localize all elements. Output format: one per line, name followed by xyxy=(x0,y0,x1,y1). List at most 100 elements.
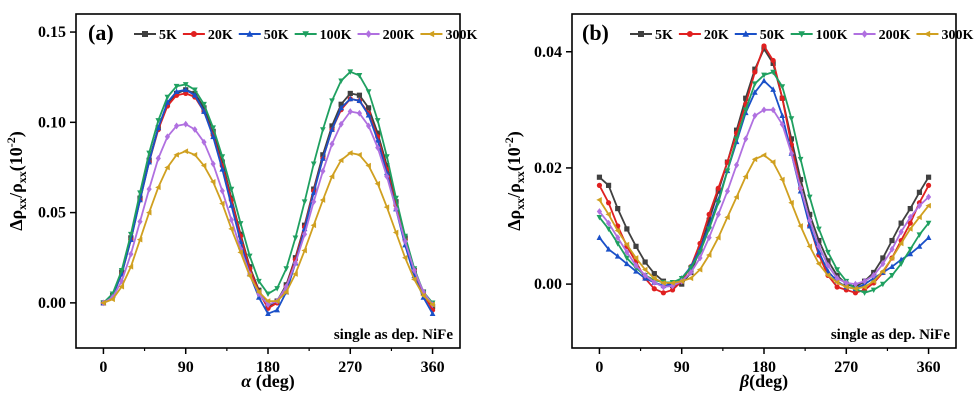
data-point-100K xyxy=(164,94,171,101)
data-point-50K xyxy=(191,92,198,98)
x-axis-unit-a: (deg) xyxy=(251,371,295,392)
data-point-300K xyxy=(155,184,161,191)
legend-item-200K: 200K xyxy=(357,28,415,43)
data-point-50K xyxy=(925,234,932,240)
data-point-300K xyxy=(420,292,426,299)
data-point-200K xyxy=(164,133,171,141)
data-point-5K xyxy=(788,136,795,142)
data-point-200K xyxy=(907,213,913,221)
data-point-100K xyxy=(356,73,363,79)
data-point-200K xyxy=(329,140,335,148)
data-point-100K xyxy=(751,81,758,87)
legend-item-300K: 300K xyxy=(420,28,477,43)
x-tick-label: 90 xyxy=(674,359,690,376)
data-point-200K xyxy=(660,283,667,291)
data-point-200K xyxy=(320,167,326,175)
data-point-100K xyxy=(623,255,630,262)
data-point-300K xyxy=(109,296,115,303)
data-point-50K xyxy=(265,310,271,317)
data-point-5K xyxy=(365,105,372,111)
data-point-100K xyxy=(310,161,317,167)
y-axis-scale-b: (10 xyxy=(504,147,525,171)
x-tick-label: 270 xyxy=(834,359,858,376)
data-point-20K xyxy=(669,287,676,293)
data-point-200K xyxy=(311,198,317,206)
data-point-200K xyxy=(347,108,353,115)
data-point-100K xyxy=(697,249,703,256)
plot-frame-b xyxy=(571,13,957,349)
y-tick-label: 0.00 xyxy=(534,276,562,293)
legend-item-100K: 100K xyxy=(790,28,848,43)
legend-item-20K: 20K xyxy=(182,28,233,43)
annotation-b: single as dep. NiFe xyxy=(831,327,951,343)
data-point-50K xyxy=(356,97,363,103)
data-point-100K xyxy=(861,290,868,296)
data-point-300K xyxy=(338,157,344,164)
data-point-20K xyxy=(907,220,913,226)
data-point-300K xyxy=(642,266,648,273)
data-point-300K xyxy=(843,284,849,290)
data-point-300K xyxy=(870,278,877,285)
data-point-100K xyxy=(246,253,253,260)
data-point-300K xyxy=(898,240,904,247)
data-point-300K xyxy=(888,255,895,261)
data-point-300K xyxy=(347,150,353,156)
annotation-a: single as dep. NiFe xyxy=(334,327,454,343)
data-point-50K xyxy=(815,249,822,255)
data-point-100K xyxy=(925,220,932,227)
data-point-50K xyxy=(761,77,767,84)
data-point-50K xyxy=(182,86,189,93)
data-point-200K xyxy=(916,202,923,210)
y-axis-close-b: ) xyxy=(504,131,525,137)
series-5K-a xyxy=(100,87,436,310)
y-axis-sub2-a: xx xyxy=(15,171,29,183)
data-point-5K xyxy=(338,101,344,107)
data-point-300K xyxy=(879,268,886,275)
data-point-20K xyxy=(596,182,603,188)
data-point-50K xyxy=(329,126,335,132)
series-line-200K xyxy=(598,108,930,288)
x-axis-unit-b: (deg) xyxy=(749,371,788,392)
legend-label: 200K xyxy=(383,28,415,43)
data-point-5K xyxy=(752,66,758,72)
data-point-300K xyxy=(724,214,730,221)
data-point-100K xyxy=(347,69,354,75)
data-point-200K xyxy=(183,120,189,128)
data-point-100K xyxy=(806,194,813,201)
data-point-100K xyxy=(118,268,125,274)
data-point-300K xyxy=(118,283,125,290)
data-point-200K xyxy=(797,184,804,192)
data-point-300K xyxy=(623,241,630,248)
legend-swatch-marker xyxy=(302,31,309,38)
data-point-300K xyxy=(632,255,639,261)
data-point-5K xyxy=(384,163,390,169)
data-point-5K xyxy=(329,123,335,129)
data-point-100K xyxy=(870,287,877,294)
data-point-100K xyxy=(825,249,831,256)
data-point-5K xyxy=(907,205,913,212)
data-point-20K xyxy=(852,290,859,296)
data-point-200K xyxy=(651,278,657,286)
data-point-300K xyxy=(228,225,234,232)
y-axis-delta-rho-b: Δρ xyxy=(504,210,524,231)
series-line-100K xyxy=(598,71,930,294)
data-point-50K xyxy=(201,108,207,114)
data-point-300K xyxy=(760,152,767,159)
data-point-50K xyxy=(164,99,171,105)
data-point-100K xyxy=(733,136,740,143)
data-point-100K xyxy=(201,101,207,108)
legend-label: 50K xyxy=(264,28,289,43)
data-point-5K xyxy=(807,211,813,217)
data-point-100K xyxy=(879,281,886,288)
legend-label: 300K xyxy=(941,28,973,43)
data-point-100K xyxy=(742,107,749,113)
data-point-200K xyxy=(228,216,235,224)
legend-item-100K: 100K xyxy=(294,28,352,43)
x-tick-label: 180 xyxy=(752,359,776,376)
data-point-5K xyxy=(320,152,326,158)
data-point-100K xyxy=(898,261,905,267)
data-point-200K xyxy=(393,205,399,213)
data-point-300K xyxy=(100,300,106,306)
data-point-300K xyxy=(797,223,803,229)
data-point-5K xyxy=(743,95,749,101)
